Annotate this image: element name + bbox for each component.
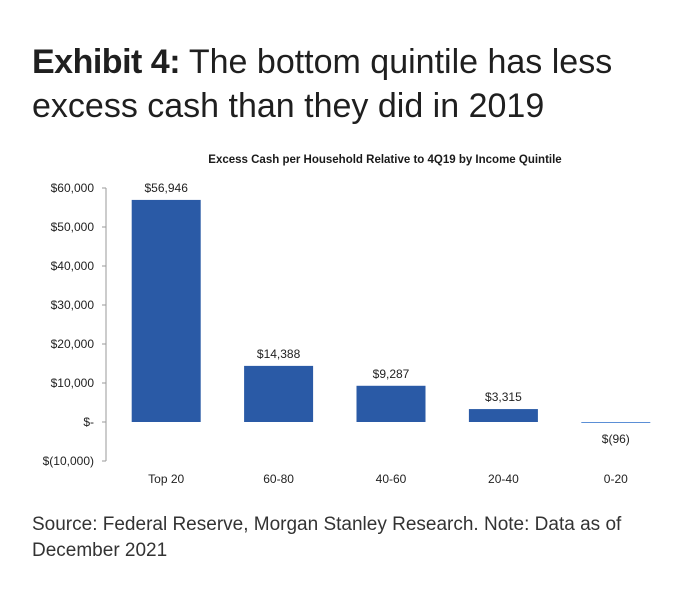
chart-title: Excess Cash per Household Relative to 4Q… bbox=[208, 154, 562, 166]
bar-top-20 bbox=[131, 199, 201, 422]
y-tick-label: $40,000 bbox=[51, 259, 95, 273]
x-tick-label: 60-80 bbox=[263, 472, 294, 486]
headline: Exhibit 4: The bottom quintile has less … bbox=[32, 40, 662, 128]
x-tick-label: 20-40 bbox=[488, 472, 519, 486]
data-label: $56,946 bbox=[145, 181, 189, 195]
source-note: Source: Federal Reserve, Morgan Stanley … bbox=[32, 514, 622, 561]
y-tick-label: $60,000 bbox=[51, 181, 95, 195]
y-tick-label: $50,000 bbox=[51, 220, 95, 234]
data-label: $3,315 bbox=[485, 390, 522, 404]
bar-20-40 bbox=[468, 409, 538, 422]
bars: $56,946 $14,388 $9,287 $3,315 $(96) bbox=[131, 181, 651, 446]
y-tick-label: $- bbox=[83, 415, 94, 429]
x-tick-label: 40-60 bbox=[376, 472, 407, 486]
data-label: $14,388 bbox=[257, 347, 301, 361]
x-tick-label: 0-20 bbox=[604, 472, 628, 486]
headline-text: The bottom quintile has less excess cash… bbox=[32, 43, 613, 125]
exhibit-label: Exhibit 4: bbox=[32, 43, 181, 81]
y-tick-label: $10,000 bbox=[51, 376, 95, 390]
y-axis: $60,000 $50,000 $40,000 $30,000 $20,000 $10,0… bbox=[43, 181, 107, 468]
y-tick-label: $30,000 bbox=[51, 298, 95, 312]
bar-60-80 bbox=[244, 365, 314, 422]
x-axis: Top 20 60-80 40-60 20-40 0-20 bbox=[148, 472, 628, 486]
x-tick-label: Top 20 bbox=[148, 472, 184, 486]
y-tick-label: $20,000 bbox=[51, 337, 95, 351]
bar-0-20 bbox=[581, 422, 651, 423]
data-label: $(96) bbox=[602, 432, 630, 446]
data-label: $9,287 bbox=[373, 367, 410, 381]
y-tick-label: $(10,000) bbox=[43, 454, 94, 468]
bar-40-60 bbox=[356, 385, 426, 422]
